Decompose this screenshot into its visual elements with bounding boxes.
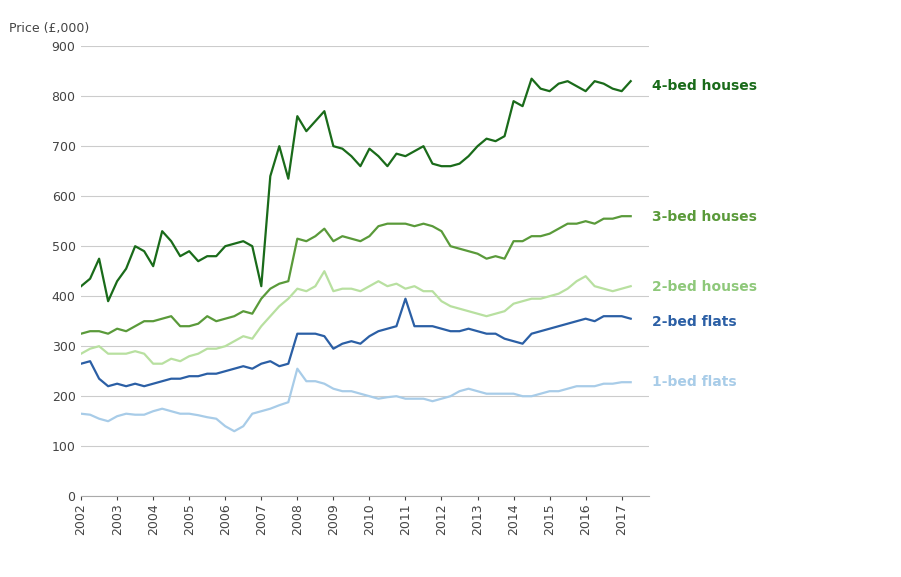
Text: 2-bed houses: 2-bed houses (652, 280, 758, 294)
Text: Price (£,000): Price (£,000) (9, 21, 89, 35)
Text: 2-bed flats: 2-bed flats (652, 315, 737, 329)
Text: 4-bed houses: 4-bed houses (652, 79, 758, 93)
Text: 3-bed houses: 3-bed houses (652, 210, 757, 224)
Text: 1-bed flats: 1-bed flats (652, 375, 737, 389)
